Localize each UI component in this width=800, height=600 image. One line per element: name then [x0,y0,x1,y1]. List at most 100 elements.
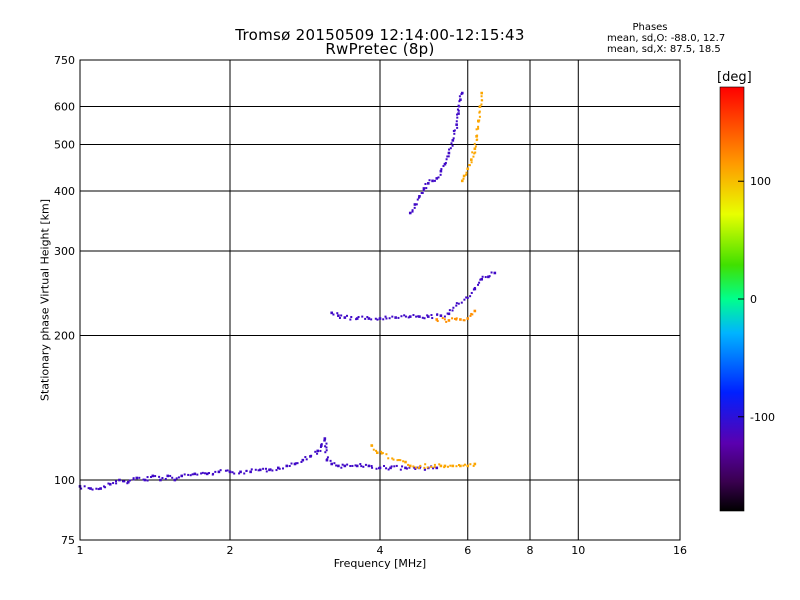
y-tick-label: 300 [54,245,75,258]
trace-series [370,444,477,469]
x-axis-label: Frequency [MHz] [333,557,427,570]
trace-point [478,105,482,108]
y-tick-label: 400 [54,185,75,198]
trace-point [418,315,421,318]
trace-point [443,464,447,468]
trace-point [330,311,334,315]
trace-point [89,487,92,490]
trace-series [460,91,484,183]
trace-point [418,195,421,198]
colorbar-label: [deg] [717,70,752,85]
trace-point [301,458,305,462]
trace-point [443,162,447,166]
trace-point [460,91,464,95]
chart-title: Tromsø 20150509 12:14:00-12:15:43 [235,26,525,44]
trace-point [447,312,451,316]
trace-point [173,478,177,482]
phase-stats-o: mean, sd,O: -88.0, 12.7 [607,33,726,44]
trace-point [422,187,426,190]
trace-point [205,472,209,476]
y-tick-label: 75 [61,534,75,547]
trace-point [480,91,484,95]
trace-point [435,177,439,180]
trace-point [439,169,443,173]
trace-point [480,277,484,281]
trace-point [473,309,477,313]
colorbar-tick-label: 0 [750,293,757,306]
trace-point [135,476,139,480]
trace-point [293,462,297,466]
trace-point [439,314,443,317]
trace-point [217,470,221,474]
trace-point [355,464,359,468]
trace-point [460,179,464,183]
trace-point [470,158,473,161]
trace-point [285,464,289,468]
trace-series [78,437,439,491]
trace-point [166,474,170,478]
x-tick-label: 2 [227,544,234,557]
trace-point [404,460,407,464]
trace-point [337,464,340,468]
trace-point [276,466,280,470]
x-tick-label: 6 [464,544,471,557]
trace-point [343,316,347,319]
trace-point [325,458,329,462]
y-tick-label: 750 [54,54,75,67]
trace-point [193,472,197,476]
trace-point [408,315,412,318]
trace-point [451,139,455,142]
trace-point [473,287,477,291]
trace-point [426,315,430,318]
trace-point [316,449,320,453]
trace-point [268,468,271,472]
trace-point [413,203,417,206]
trace-point [99,487,102,490]
y-tick-label: 100 [54,474,75,487]
trace-point [367,464,371,468]
trace-point [462,174,466,178]
trace-point [337,314,340,317]
trace-point [408,464,412,468]
trace-point [355,317,359,320]
x-tick-label: 16 [673,544,687,557]
trace-point [447,151,451,155]
trace-point [447,319,451,322]
trace-point [343,464,347,468]
x-tick-label: 4 [377,544,384,557]
trace-point [320,444,323,447]
trace-point [457,112,460,115]
trace-point [455,123,458,126]
trace-point [126,480,130,484]
trace-point [367,317,371,320]
x-tick-label: 10 [571,544,585,557]
trace-point [375,451,379,455]
trace-point [151,474,155,478]
trace-point [466,317,470,320]
y-tick-label: 200 [54,330,75,343]
trace-point [249,470,252,474]
colorbar-tick-label: -100 [750,411,775,424]
trace-point [323,437,327,440]
trace-point [394,316,397,319]
trace-point [487,275,490,279]
trace-point [473,462,477,466]
trace-point [459,318,462,321]
trace-point [118,478,121,482]
phase-stats-heading: Phases [632,22,668,33]
trace-point [389,466,392,470]
trace-point [404,466,407,470]
trace-point [239,470,242,474]
trace-point [435,466,439,470]
colorbar-tick-label: 100 [750,175,771,188]
trace-series [435,309,477,323]
trace-series [408,91,464,215]
trace-point [426,182,430,185]
trace-point [258,468,262,472]
trace-point [435,318,439,321]
trace-point [466,464,470,468]
x-tick-label: 8 [527,544,534,557]
y-tick-label: 500 [54,139,75,152]
trace-point [378,466,382,470]
